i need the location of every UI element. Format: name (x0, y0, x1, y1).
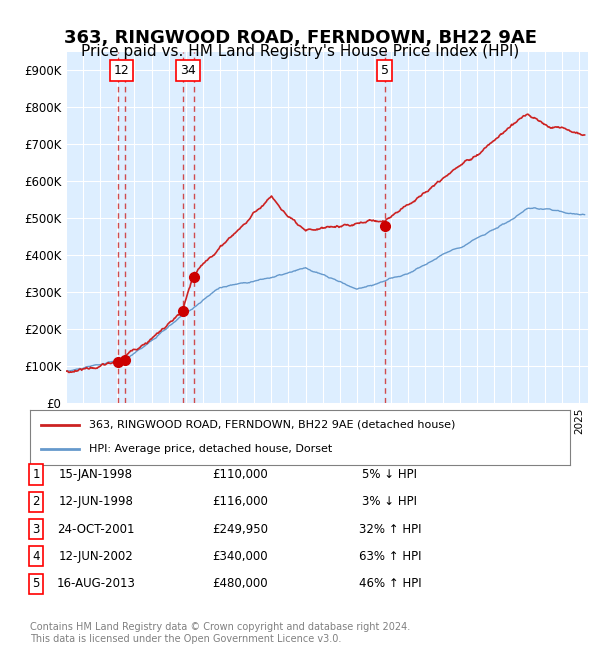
Text: 63% ↑ HPI: 63% ↑ HPI (359, 550, 421, 563)
Text: 2: 2 (32, 495, 40, 508)
Text: 15-JAN-1998: 15-JAN-1998 (59, 468, 133, 481)
Text: 363, RINGWOOD ROAD, FERNDOWN, BH22 9AE (detached house): 363, RINGWOOD ROAD, FERNDOWN, BH22 9AE (… (89, 420, 456, 430)
Text: £480,000: £480,000 (212, 577, 268, 590)
Text: £110,000: £110,000 (212, 468, 268, 481)
Text: £340,000: £340,000 (212, 550, 268, 563)
Text: 12-JUN-2002: 12-JUN-2002 (59, 550, 133, 563)
Text: 5: 5 (380, 64, 389, 77)
Text: 5: 5 (32, 577, 40, 590)
Text: 363, RINGWOOD ROAD, FERNDOWN, BH22 9AE: 363, RINGWOOD ROAD, FERNDOWN, BH22 9AE (64, 29, 536, 47)
Text: 34: 34 (180, 64, 196, 77)
Text: 1: 1 (32, 468, 40, 481)
Text: Price paid vs. HM Land Registry's House Price Index (HPI): Price paid vs. HM Land Registry's House … (81, 44, 519, 59)
Text: Contains HM Land Registry data © Crown copyright and database right 2024.
This d: Contains HM Land Registry data © Crown c… (30, 622, 410, 644)
Text: 16-AUG-2013: 16-AUG-2013 (56, 577, 136, 590)
Text: HPI: Average price, detached house, Dorset: HPI: Average price, detached house, Dors… (89, 445, 332, 454)
Text: 3% ↓ HPI: 3% ↓ HPI (362, 495, 418, 508)
Text: 3: 3 (32, 523, 40, 536)
Text: 4: 4 (32, 550, 40, 563)
Text: 32% ↑ HPI: 32% ↑ HPI (359, 523, 421, 536)
Text: 12-JUN-1998: 12-JUN-1998 (59, 495, 133, 508)
Text: 12: 12 (113, 64, 130, 77)
Text: 46% ↑ HPI: 46% ↑ HPI (359, 577, 421, 590)
Text: £116,000: £116,000 (212, 495, 268, 508)
Text: £249,950: £249,950 (212, 523, 268, 536)
Text: 24-OCT-2001: 24-OCT-2001 (57, 523, 135, 536)
Text: 5% ↓ HPI: 5% ↓ HPI (362, 468, 418, 481)
